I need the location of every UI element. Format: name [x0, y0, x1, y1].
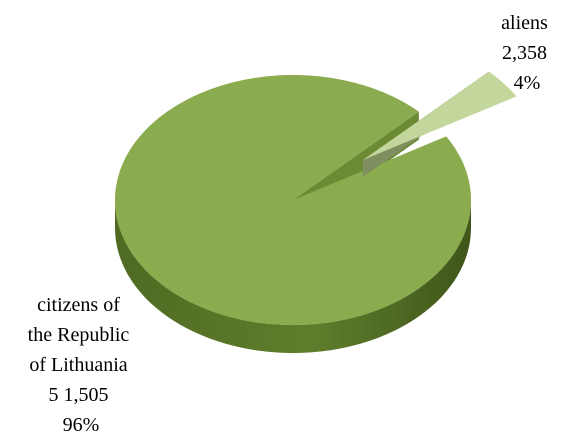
slice-label-line: of Lithuania: [29, 354, 127, 376]
slice-label-line: aliens: [501, 12, 548, 34]
slice-value-label: 5 1,505: [49, 384, 109, 406]
slice-percent-label: 4%: [514, 72, 541, 94]
slice-label-line: citizens of: [37, 294, 120, 316]
pie-slice-side: [115, 200, 471, 353]
slice-percent-label: 96%: [63, 414, 100, 436]
pie-slice-citizens: [114, 74, 471, 326]
pie-slice-aliens-top: [363, 71, 517, 160]
slice-label-citizens: citizens of the Republic of Lithuania 5 …: [28, 294, 135, 436]
slice-label-aliens: aliens 2,358 4%: [501, 12, 553, 94]
slice-label-line: the Republic: [28, 324, 130, 346]
slice-value-label: 2,358: [502, 42, 547, 64]
